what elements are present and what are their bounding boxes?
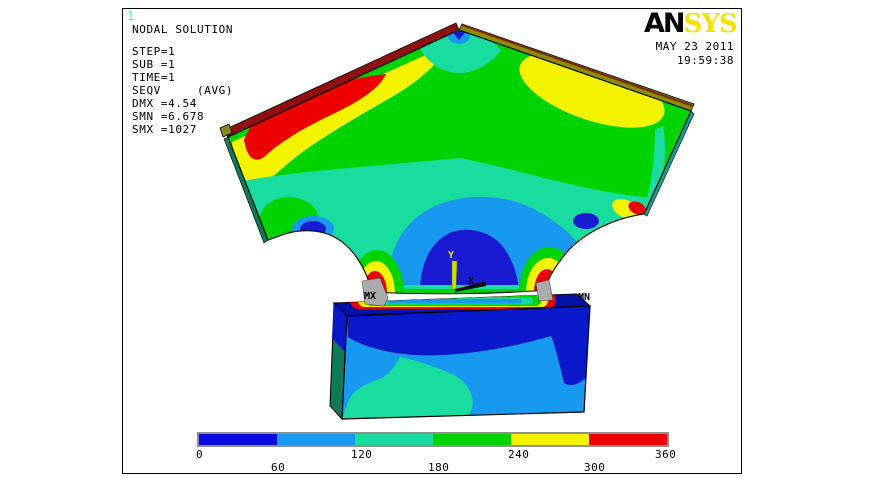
ansys-logo: ANSYS — [644, 8, 738, 39]
rightnotch-edge-red — [628, 201, 646, 215]
bottom-teal-strip — [386, 285, 602, 289]
max-marker-label: MX — [364, 291, 376, 302]
bottom-green-strip — [386, 289, 602, 293]
y-axis-arrow — [451, 260, 458, 290]
blue-spot-left — [300, 221, 326, 237]
blue-dome — [420, 229, 519, 292]
legend-color-band — [433, 434, 511, 445]
legend-color-band — [199, 434, 277, 445]
legend-tick-300: 300 — [584, 461, 606, 474]
upper-plate-outline — [227, 29, 692, 295]
plot-frame — [122, 8, 742, 474]
front-darkblue-band — [347, 306, 590, 386]
solution-line-step: STEP=1 — [132, 45, 176, 58]
edge-corner-olive — [219, 123, 233, 138]
yellow-blob-upperright — [519, 52, 665, 128]
legend-color-band — [277, 434, 355, 445]
plate-edge-bands — [219, 22, 695, 244]
fea-model-view: MX MN Y X — [219, 22, 695, 421]
y-axis-label: Y — [448, 250, 454, 261]
legend-color-band — [511, 434, 589, 445]
red-crescent-upperleft — [244, 74, 386, 160]
solution-line-dmx: DMX =4.54 — [132, 97, 198, 110]
coordinate-triad: Y X — [448, 250, 486, 292]
legend-tick-180: 180 — [428, 461, 450, 474]
ansys-logo-black: AN — [644, 8, 685, 39]
solution-line-sub: SUB =1 — [132, 58, 176, 71]
solution-title: NODAL SOLUTION — [132, 23, 234, 36]
front-teal-blob — [342, 357, 473, 419]
edge-band-topright-darkline — [461, 23, 694, 108]
yellow-crescent-upperleft — [232, 44, 450, 190]
x-axis-arrow — [455, 281, 486, 292]
date-text: MAY 23 2011 — [655, 40, 734, 53]
solution-line-smx: SMX =1027 — [132, 123, 198, 136]
block-front-outline — [341, 305, 591, 420]
block-left-face-shade — [332, 303, 347, 352]
legend-bar — [197, 432, 669, 447]
base-block — [329, 293, 592, 421]
ansys-logo-yellow: SYS — [683, 9, 738, 39]
block-front-contours — [342, 306, 590, 419]
legend-tick-240: 240 — [508, 448, 530, 461]
legend-color-band — [589, 434, 667, 445]
solution-line-item: SEQV (AVG) — [132, 84, 234, 97]
extreme-markers: MX MN — [361, 277, 590, 307]
timestamp-block: MAY 23 2011 19:59:38 — [560, 40, 734, 68]
apex-blue-tip — [451, 30, 467, 40]
blue-spot-right — [573, 213, 599, 229]
legend-tick-360: 360 — [655, 448, 677, 461]
gray-blob-right-contact — [535, 279, 554, 302]
teal-right-edge-strip — [642, 126, 666, 215]
legend-tick-120: 120 — [351, 448, 373, 461]
gray-blob-mx — [361, 277, 389, 307]
contact-ring-lightblue — [388, 299, 522, 304]
min-marker-label: MN — [578, 292, 590, 303]
solution-info-block: STEP=1 SUB =1 TIME=1 SEQV (AVG) DMX =4.5… — [132, 45, 233, 136]
apex-teal-dome — [420, 30, 501, 74]
plot-number: 1 — [127, 9, 135, 23]
legend-color-band — [355, 434, 433, 445]
time-text: 19:59:38 — [677, 54, 734, 67]
solution-line-smn: SMN =6.678 — [132, 110, 205, 123]
x-axis-label: X — [468, 276, 474, 287]
legend-tick-60: 60 — [271, 461, 286, 474]
solution-line-time: TIME=1 — [132, 71, 176, 84]
legend-tick-0: 0 — [196, 448, 204, 461]
